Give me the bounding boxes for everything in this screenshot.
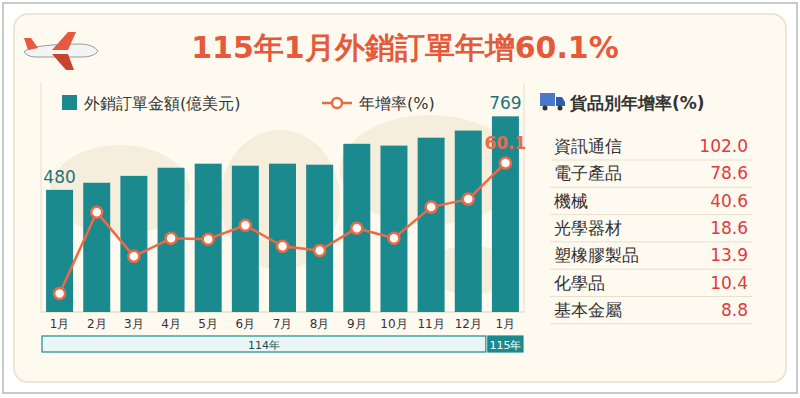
y2-axis [524, 83, 525, 312]
data-label: 480 [43, 167, 75, 187]
legend: 外銷訂單金額(億美元) 年增率(%) [62, 94, 435, 113]
data-label: 769 [489, 93, 521, 113]
row-value: 13.9 [710, 245, 748, 265]
row-label: 塑橡膠製品 [554, 245, 639, 265]
truck-icon [540, 93, 565, 111]
marker [500, 157, 511, 168]
x-tick-label: 3月 [124, 317, 144, 331]
plot-area [46, 116, 519, 312]
plane-wing [52, 32, 76, 50]
plane-tail [24, 38, 38, 50]
marker [128, 251, 139, 262]
x-tick-label: 7月 [273, 317, 293, 331]
marker [314, 245, 325, 256]
marker [426, 202, 437, 213]
data-labels: 480 769 60.1 [43, 93, 526, 187]
x-tick-label: 1月 [50, 317, 70, 331]
row-separator [550, 160, 752, 161]
bar [455, 131, 482, 312]
legend-swatch [332, 98, 342, 108]
row-label: 電子產品 [554, 163, 622, 183]
truck-cab [556, 97, 565, 106]
x-tick-label: 4月 [161, 317, 181, 331]
row-label: 機械 [554, 191, 588, 211]
year-band [488, 336, 523, 352]
row-value: 10.4 [710, 273, 748, 293]
x-tick-label: 5月 [198, 317, 218, 331]
row-separator [550, 187, 752, 188]
x-tick-label: 12月 [455, 317, 482, 331]
plane-wing [52, 54, 74, 70]
table-title: 貨品別年增率(%) [569, 93, 705, 113]
bar [158, 168, 185, 312]
marker [166, 233, 177, 244]
x-tick-label: 9月 [347, 317, 367, 331]
marker [277, 241, 288, 252]
bar [343, 144, 370, 312]
legend-swatch [62, 95, 77, 110]
x-tick-label: 8月 [310, 317, 330, 331]
marker [463, 194, 474, 205]
row-label: 基本金屬 [554, 300, 622, 320]
row-value: 40.6 [710, 191, 748, 211]
bar [232, 166, 259, 312]
airplane-icon [24, 32, 98, 70]
line [60, 163, 506, 294]
marker [91, 207, 102, 218]
bar [418, 138, 445, 312]
bar [46, 190, 73, 312]
year-label: 115年 [489, 339, 521, 352]
truck-box [540, 93, 555, 106]
marker [351, 223, 362, 234]
x-tick-label: 2月 [87, 317, 107, 331]
year-label: 114年 [248, 339, 280, 352]
row-label: 光學器材 [554, 218, 622, 238]
row-value: 8.8 [721, 300, 748, 320]
truck-wheel [558, 106, 563, 111]
inner-panel [14, 14, 786, 382]
row-value: 18.6 [710, 218, 748, 238]
row-separator [550, 323, 752, 324]
truck-wheel [543, 106, 548, 111]
marker [388, 233, 399, 244]
row-label: 資訊通信 [554, 136, 622, 156]
x-tick-label: 6月 [236, 317, 256, 331]
data-label: 60.1 [484, 133, 526, 153]
outer-frame [3, 3, 797, 393]
row-separator [550, 269, 752, 270]
marker [240, 220, 251, 231]
marker [203, 234, 214, 245]
row-separator [550, 296, 752, 297]
x-tick-label: 10月 [380, 317, 407, 331]
goods-table: 貨品別年增率(%) 資訊通信 102.0 電子產品 78.6 機械 40.6 光學器材 18.6… [540, 93, 752, 324]
bar [306, 165, 333, 312]
row-value: 78.6 [710, 163, 748, 183]
chart: 115年1月外銷訂單年增60.1% 480 769 60.1 1月 2月 3月 4月 5月 6月 7… [0, 0, 800, 398]
bar [83, 183, 110, 312]
page: {"chart_data": {"type": "bar", "title": … [0, 0, 800, 398]
bar [269, 164, 296, 312]
legend-label: 外銷訂單金額(億美元) [84, 94, 240, 113]
title: 115年1月外銷訂單年增60.1% [191, 30, 619, 65]
row-label: 化學品 [554, 273, 605, 293]
row-separator [550, 214, 752, 215]
y-axis [41, 83, 42, 312]
row-separator [550, 241, 752, 242]
row-value: 102.0 [699, 136, 748, 156]
x-tick-label: 11月 [417, 317, 444, 331]
year-band [42, 336, 486, 352]
marker [54, 288, 65, 299]
legend-label: 年增率(%) [359, 94, 435, 113]
x-tick-label: 1月 [496, 317, 516, 331]
